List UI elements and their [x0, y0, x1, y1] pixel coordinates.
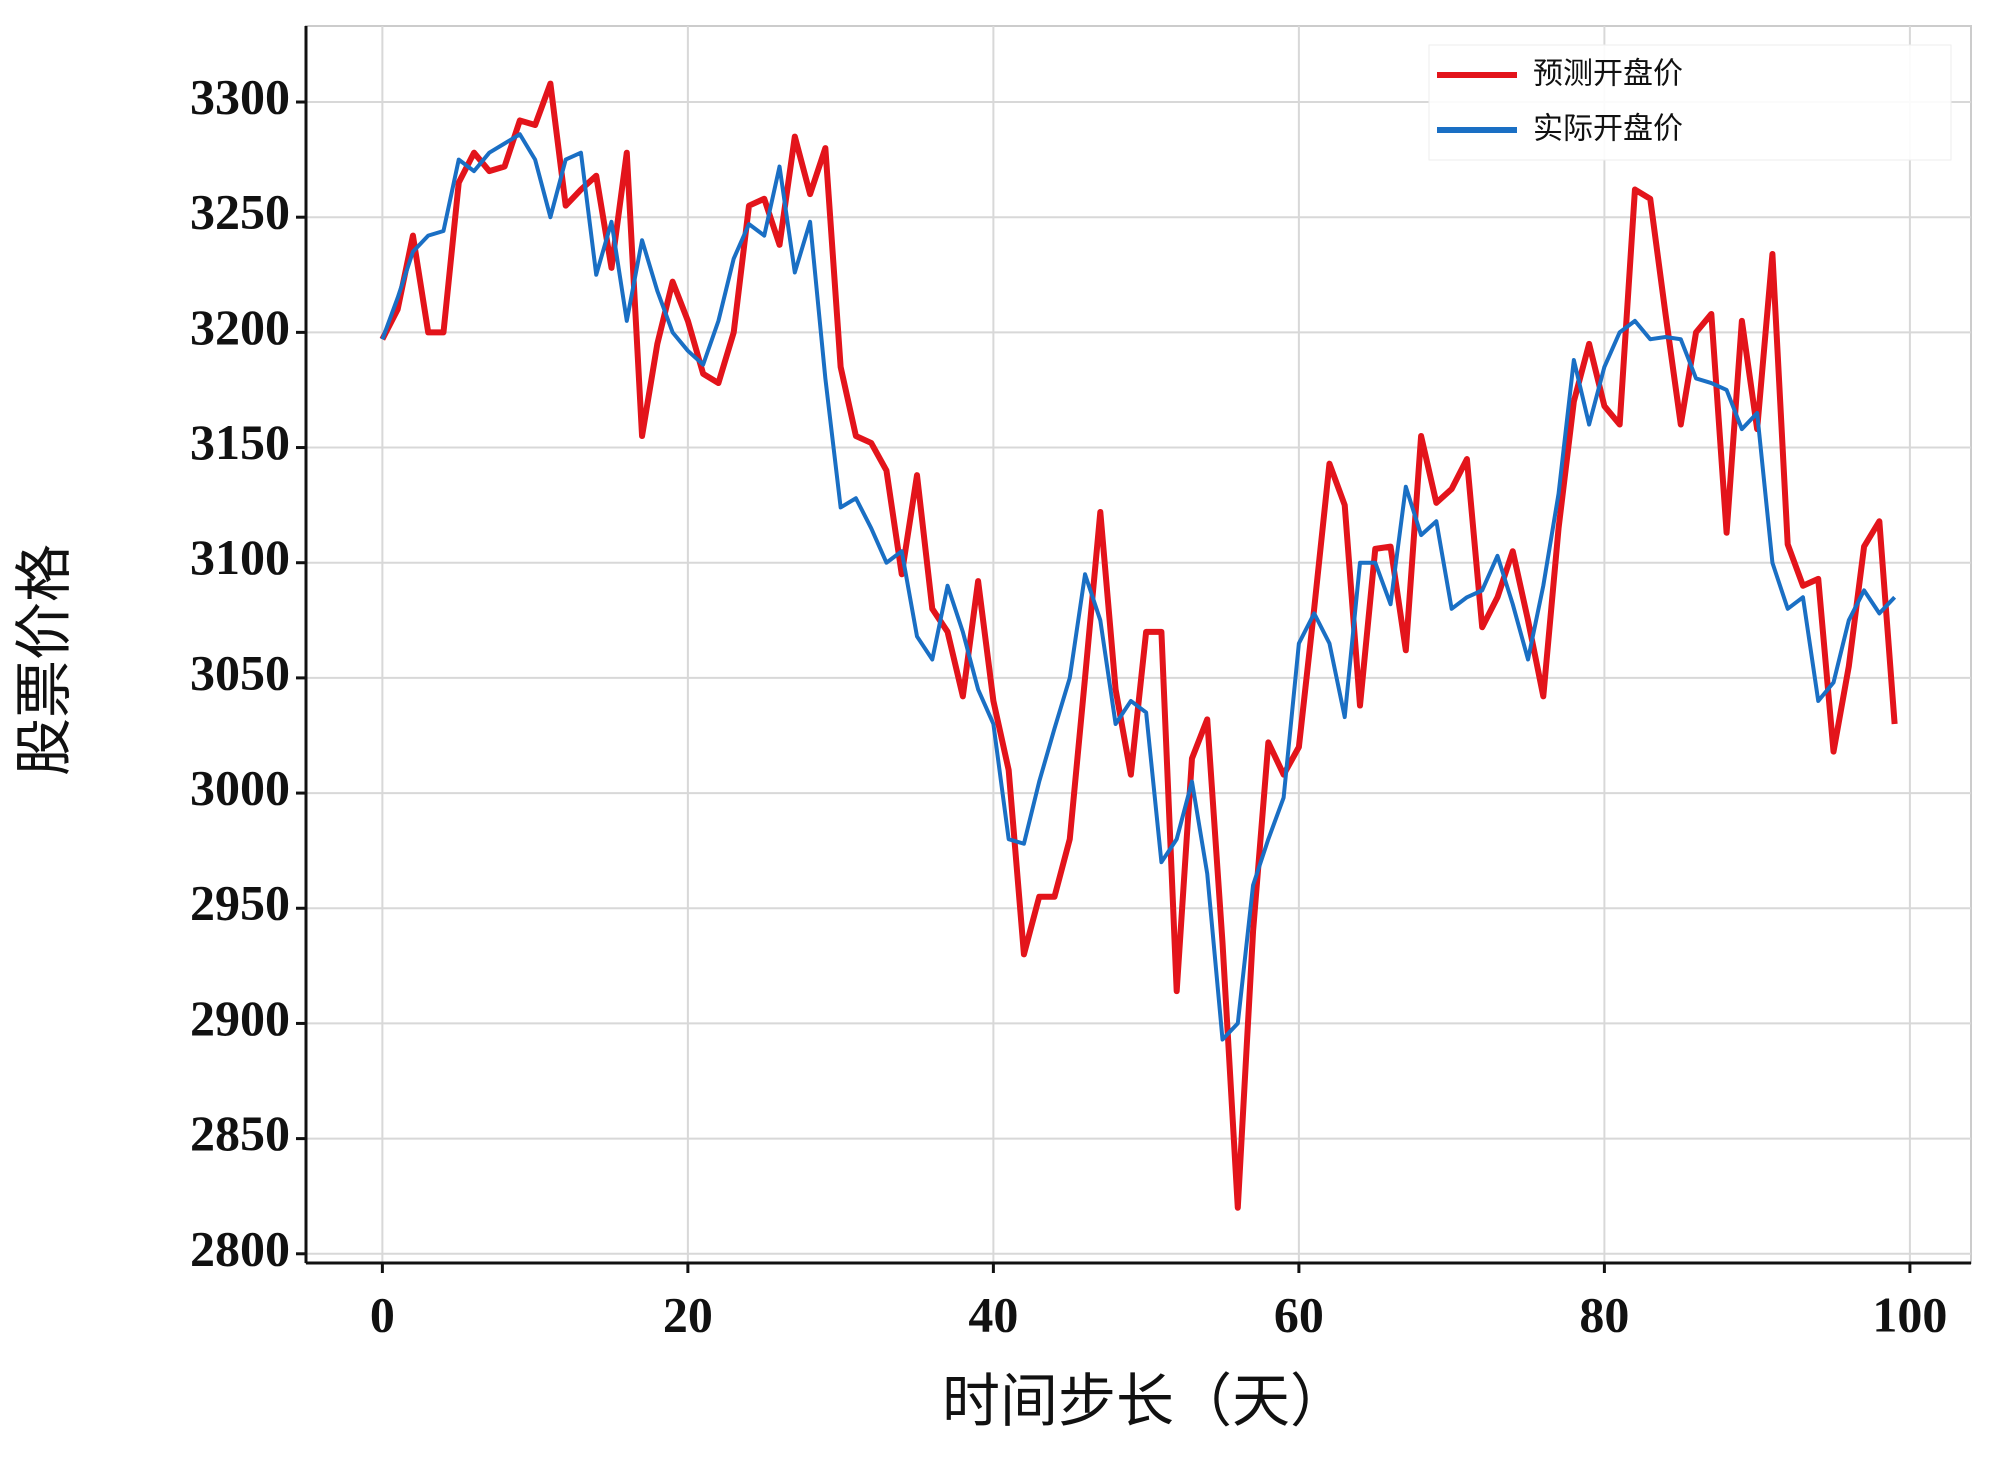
x-tick-label: 0: [370, 1286, 395, 1342]
x-tick-label: 20: [663, 1286, 713, 1342]
y-tick-label: 2800: [190, 1220, 290, 1276]
series-line: [380, 132, 1897, 1042]
x-tick-label: 40: [968, 1286, 1018, 1342]
y-tick-label: 3150: [190, 414, 290, 470]
y-axis-label: 股票价格: [10, 544, 78, 776]
y-tick-label: 3100: [190, 529, 290, 585]
y-tick-label: 2900: [190, 990, 290, 1046]
y-tick-label: 3200: [190, 299, 290, 355]
x-tick-label: 100: [1872, 1286, 1947, 1342]
y-tick-label: 2950: [190, 875, 290, 931]
legend-label: 实际开盘价: [1533, 112, 1683, 147]
y-tick-label: 3250: [190, 184, 290, 240]
x-axis-label: 时间步长（天）: [942, 1367, 1348, 1435]
legend-box: [1428, 44, 1952, 161]
y-tick-label: 2850: [190, 1105, 290, 1161]
y-tick-label: 3000: [190, 760, 290, 816]
y-tick-label: 3050: [190, 644, 290, 700]
x-tick-label: 80: [1579, 1286, 1629, 1342]
series-line: [379, 80, 1898, 1211]
x-tick-label: 60: [1274, 1286, 1324, 1342]
legend-label: 预测开盘价: [1533, 57, 1683, 92]
y-tick-label: 3300: [190, 68, 290, 124]
